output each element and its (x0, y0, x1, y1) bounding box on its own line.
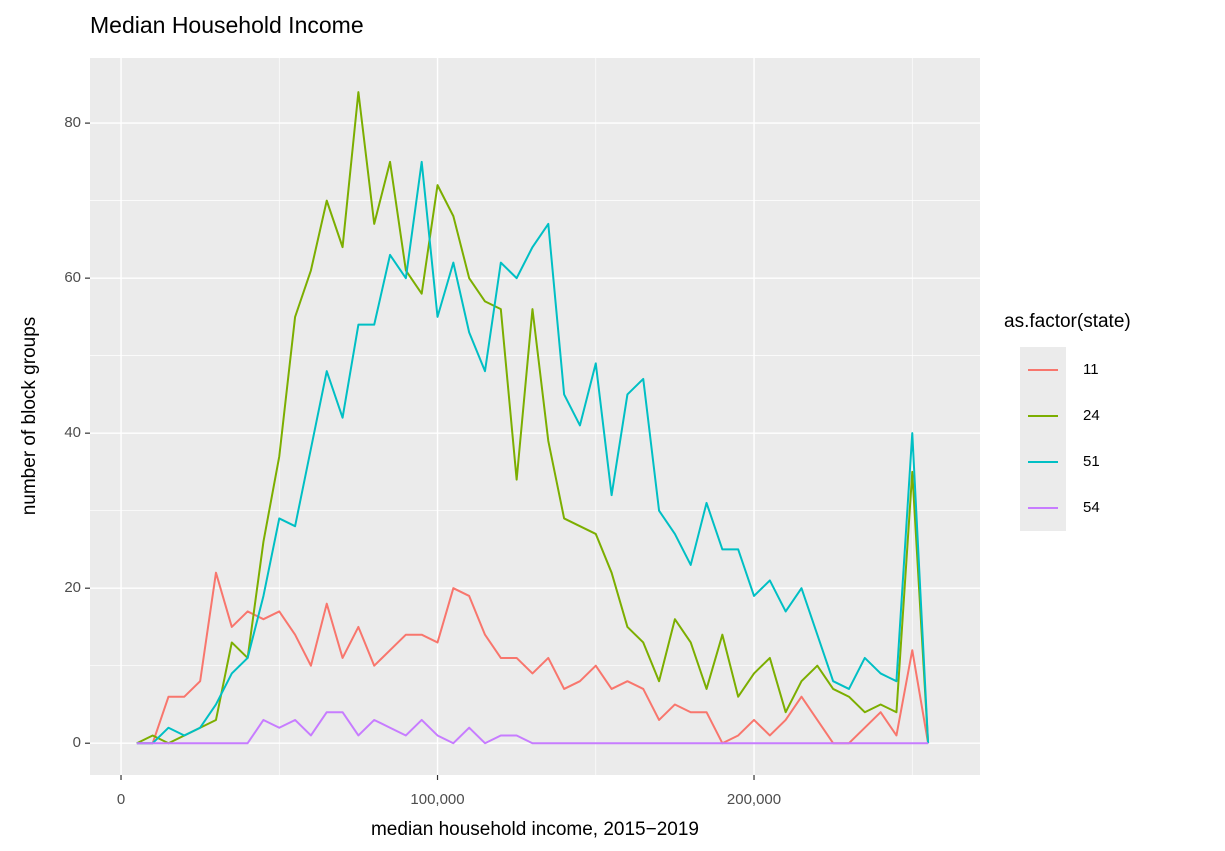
y-tick-label: 40 (64, 424, 81, 441)
legend-label: 11 (1083, 361, 1099, 378)
legend-label: 54 (1083, 499, 1100, 516)
legend-title: as.factor(state) (1004, 311, 1131, 332)
y-tick-label: 80 (64, 114, 81, 131)
y-tick-label: 60 (64, 269, 81, 286)
chart-title: Median Household Income (90, 12, 364, 38)
y-tick-label: 20 (64, 579, 81, 596)
series-line (136, 571, 930, 745)
x-tick-label: 200,000 (727, 791, 781, 808)
y-axis-label: number of block groups (19, 317, 40, 516)
x-tick-label: 100,000 (410, 791, 464, 808)
legend-label: 51 (1083, 453, 1100, 470)
x-tick-label: 0 (117, 791, 125, 808)
lines (136, 91, 930, 745)
series-line (136, 160, 930, 745)
legend-label: 24 (1083, 407, 1100, 424)
series-line (136, 91, 930, 745)
series-line (136, 711, 929, 745)
panel (90, 58, 980, 775)
x-axis-label: median household income, 2015−2019 (371, 819, 699, 840)
y-tick-label: 0 (73, 734, 81, 751)
